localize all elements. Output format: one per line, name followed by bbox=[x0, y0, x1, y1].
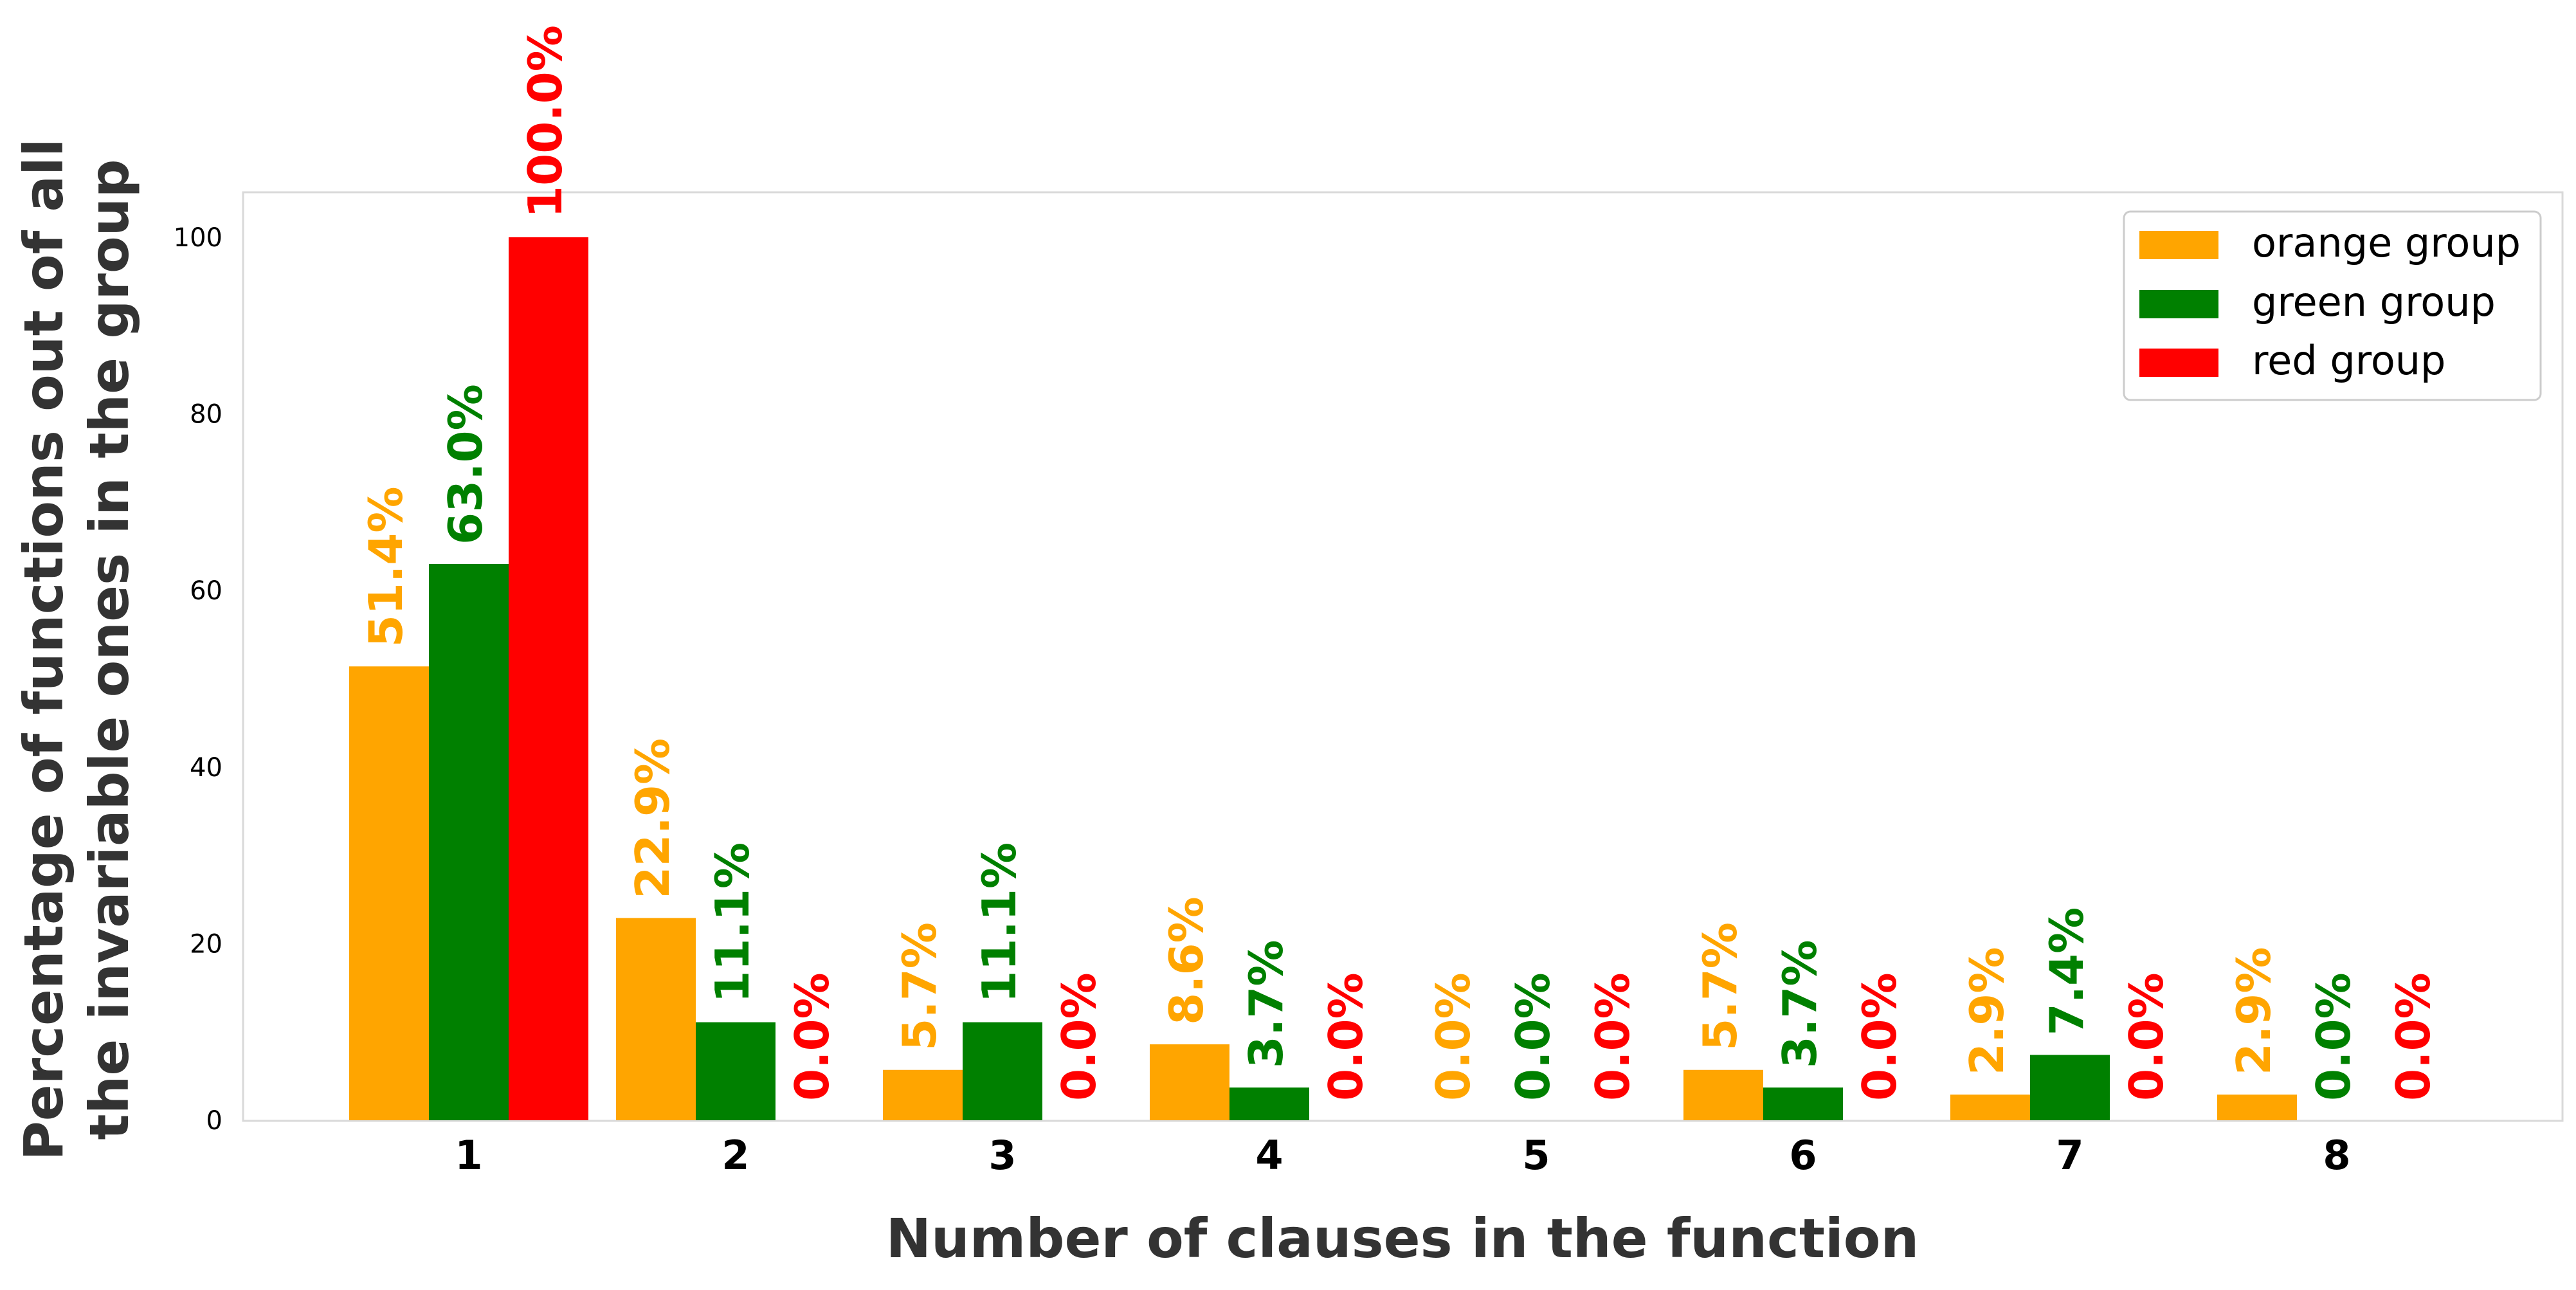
legend-swatch-orange bbox=[2139, 231, 2218, 259]
x-tick-label-8: 8 bbox=[2323, 1132, 2350, 1179]
data-label-orange-group-1: 51.4% bbox=[359, 486, 413, 647]
legend-swatch-green bbox=[2139, 290, 2218, 318]
x-tick-label-5: 5 bbox=[1522, 1132, 1550, 1179]
data-label-orange-group-2: 22.9% bbox=[626, 738, 680, 899]
legend: orange group green group red group bbox=[2123, 210, 2542, 401]
bar-red-group-1 bbox=[509, 237, 588, 1120]
y-axis-label-line-2: the invariable ones in the group bbox=[78, 159, 141, 1140]
data-label-red-group-8: 0.0% bbox=[2386, 972, 2440, 1101]
x-tick-label-2: 2 bbox=[721, 1132, 749, 1179]
data-label-red-group-6: 0.0% bbox=[1853, 972, 1907, 1101]
data-label-orange-group-3: 5.7% bbox=[893, 922, 947, 1051]
y-tick-label: 20 bbox=[190, 929, 222, 959]
bar-green-group-7 bbox=[2030, 1055, 2110, 1120]
legend-label-green: green group bbox=[2252, 278, 2496, 325]
data-label-green-group-2: 11.1% bbox=[705, 842, 759, 1003]
y-tick-label: 100 bbox=[174, 223, 222, 253]
bar-orange-group-7 bbox=[1950, 1095, 2030, 1120]
x-tick-label-7: 7 bbox=[2056, 1132, 2083, 1179]
bar-orange-group-2 bbox=[616, 918, 696, 1120]
data-label-orange-group-5: 0.0% bbox=[1426, 972, 1480, 1101]
bar-labels-layer: 51.4% 22.9% 5.7% 8.6% 0.0% 5.7% 2.9% 2.9% 63.0% 1… bbox=[359, 25, 2440, 1101]
data-label-orange-group-7: 2.9% bbox=[1960, 947, 2014, 1075]
y-tick-label: 0 bbox=[206, 1106, 222, 1136]
data-label-green-group-6: 3.7% bbox=[1773, 940, 1827, 1069]
x-tick-label-4: 4 bbox=[1255, 1132, 1283, 1179]
bar-green-group-3 bbox=[963, 1022, 1042, 1120]
data-label-green-group-5: 0.0% bbox=[1506, 972, 1560, 1101]
data-label-red-group-7: 0.0% bbox=[2119, 972, 2173, 1101]
x-axis-label: Number of clauses in the function bbox=[886, 1207, 1919, 1270]
data-label-green-group-7: 7.4% bbox=[2040, 907, 2094, 1036]
legend-swatch-red bbox=[2139, 349, 2218, 377]
bar-orange-group-3 bbox=[883, 1069, 963, 1120]
bar-orange-group-6 bbox=[1683, 1069, 1763, 1120]
bar-orange-group-4 bbox=[1150, 1044, 1229, 1120]
data-label-orange-group-6: 5.7% bbox=[1693, 922, 1747, 1051]
data-label-green-group-1: 63.0% bbox=[439, 384, 493, 545]
data-label-red-group-3: 0.0% bbox=[1052, 972, 1106, 1101]
x-tick-label-3: 3 bbox=[988, 1132, 1016, 1179]
data-label-red-group-4: 0.0% bbox=[1319, 972, 1373, 1101]
bars-layer bbox=[349, 237, 2297, 1120]
legend-label-orange: orange group bbox=[2252, 219, 2521, 266]
y-axis-label: Percentage of functions out of all the i… bbox=[12, 138, 141, 1161]
plot-area-frame bbox=[242, 191, 2564, 1122]
bar-green-group-6 bbox=[1763, 1087, 1843, 1120]
legend-frame bbox=[2123, 210, 2542, 401]
data-label-red-group-5: 0.0% bbox=[1586, 972, 1640, 1101]
y-tick-label: 80 bbox=[190, 400, 222, 430]
bar-green-group-4 bbox=[1229, 1087, 1309, 1120]
data-label-orange-group-4: 8.6% bbox=[1159, 896, 1213, 1025]
bar-green-group-2 bbox=[696, 1022, 776, 1120]
x-tick-label-1: 1 bbox=[455, 1132, 482, 1179]
data-label-green-group-4: 3.7% bbox=[1239, 940, 1293, 1069]
bar-orange-group-1 bbox=[349, 666, 429, 1120]
data-label-red-group-1: 100.0% bbox=[518, 25, 572, 218]
data-label-green-group-8: 0.0% bbox=[2307, 972, 2361, 1101]
y-tick-label: 60 bbox=[190, 576, 222, 606]
x-axis-ticks: 1 2 3 4 5 6 7 8 bbox=[455, 1132, 2350, 1179]
y-axis-ticks: 0 20 40 60 80 100 bbox=[174, 223, 222, 1136]
bar-green-group-1 bbox=[429, 564, 509, 1120]
y-axis-label-line-1: Percentage of functions out of all bbox=[12, 138, 75, 1161]
legend-label-red: red group bbox=[2252, 337, 2445, 384]
bar-orange-group-8 bbox=[2217, 1095, 2297, 1120]
data-label-orange-group-8: 2.9% bbox=[2227, 947, 2281, 1075]
x-tick-label-6: 6 bbox=[1789, 1132, 1817, 1179]
data-label-green-group-3: 11.1% bbox=[972, 842, 1026, 1003]
data-label-red-group-2: 0.0% bbox=[785, 972, 839, 1101]
y-tick-label: 40 bbox=[190, 753, 222, 783]
